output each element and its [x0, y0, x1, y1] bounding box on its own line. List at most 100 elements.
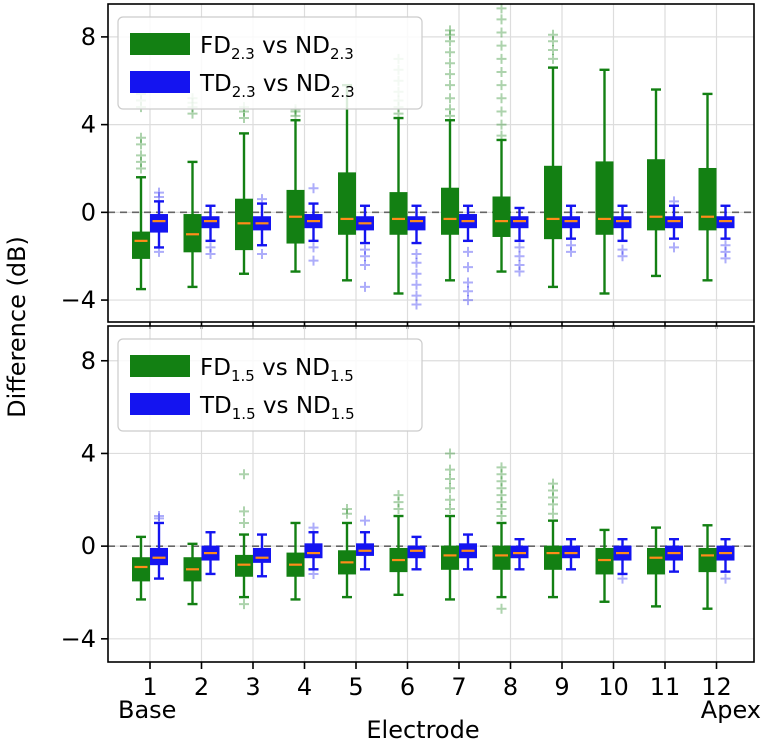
y-tick-label: −4	[61, 286, 96, 314]
flier-point	[445, 25, 455, 36]
x-tick-label: 12	[701, 673, 732, 701]
flier-point	[548, 45, 558, 56]
box-td-electrode-4	[304, 183, 323, 266]
flier-point	[360, 251, 370, 262]
flier-point	[514, 259, 525, 270]
flier-point	[411, 299, 422, 310]
flier-point	[154, 187, 164, 198]
flier-point	[154, 513, 164, 524]
flier-point	[308, 255, 319, 266]
box-iqr	[304, 543, 323, 559]
flier-point	[548, 53, 558, 64]
flier-point	[136, 156, 146, 167]
flier-point	[548, 492, 558, 503]
flier-point	[669, 242, 679, 253]
box-iqr	[407, 545, 426, 559]
box-fd-electrode-1	[132, 535, 150, 601]
box-iqr	[492, 196, 511, 237]
box-fd-electrode-3	[235, 102, 253, 275]
flier-point	[187, 108, 198, 119]
flier-point	[548, 499, 558, 510]
box-iqr	[150, 214, 168, 233]
box-td-electrode-6	[407, 535, 426, 571]
flier-point	[463, 277, 473, 288]
box-fd-electrode-4	[286, 521, 305, 601]
box-td-electrode-11	[665, 196, 683, 253]
box-fd-electrode-5	[338, 504, 356, 599]
legend-frame	[117, 338, 423, 432]
box-td-electrode-6	[407, 204, 426, 310]
flier-point	[496, 106, 507, 117]
flier-point	[514, 242, 525, 253]
legend-label-td: TD1.5 vs ND1.5	[199, 393, 355, 423]
box-iqr	[338, 172, 356, 235]
flier-point	[445, 29, 455, 40]
box-iqr	[698, 547, 717, 573]
box-fd-electrode-8	[492, 3, 511, 273]
box-td-electrode-7	[459, 204, 477, 306]
legend-label-td: TD2.3 vs ND2.3	[199, 71, 355, 101]
flier-point	[445, 69, 455, 80]
box-iqr	[562, 545, 580, 559]
box-fd-electrode-11	[647, 526, 665, 608]
box-iqr	[544, 165, 562, 240]
box-fd-electrode-7	[441, 448, 459, 601]
x-tick-label: 3	[245, 673, 260, 701]
flier-point	[411, 257, 422, 268]
box-td-electrode-8	[510, 537, 529, 571]
flier-point	[514, 251, 525, 262]
flier-point	[720, 240, 731, 251]
box-td-electrode-3	[253, 533, 271, 578]
flier-point	[239, 506, 249, 517]
y-tick-label: 0	[81, 198, 96, 226]
flier-point	[463, 286, 473, 297]
flier-point	[411, 279, 422, 290]
flier-point	[393, 497, 404, 508]
flier-point	[496, 603, 507, 614]
box-fd-electrode-6	[389, 490, 408, 596]
flier-point	[411, 290, 422, 301]
box-td-electrode-7	[459, 533, 477, 571]
box-fd-electrode-11	[647, 88, 665, 278]
x-tick-label: 1	[142, 673, 157, 701]
box-iqr	[132, 557, 150, 582]
x-tick-label: 6	[400, 673, 415, 701]
flier-point	[445, 104, 455, 115]
flier-point	[496, 469, 507, 480]
x-tick-label: 8	[503, 673, 518, 701]
box-iqr	[132, 231, 150, 259]
flier-point	[496, 476, 507, 487]
flier-point	[445, 473, 455, 484]
flier-point	[239, 517, 249, 528]
flier-point	[136, 132, 146, 143]
box-iqr	[595, 161, 614, 235]
flier-point	[514, 266, 525, 277]
flier-point	[136, 150, 146, 161]
flier-point	[496, 511, 507, 522]
flier-point	[154, 191, 164, 202]
x-tick-label: 2	[194, 673, 209, 701]
box-td-electrode-5	[356, 204, 374, 292]
box-fd-electrode-7	[441, 25, 459, 282]
legend: FD1.5 vs ND1.5 TD1.5 vs ND1.5	[117, 338, 423, 432]
y-tick-label: −4	[61, 625, 96, 653]
flier-point	[342, 504, 352, 515]
box-iqr	[698, 167, 717, 231]
flier-point	[566, 246, 576, 257]
box-fd-electrode-12	[698, 524, 717, 610]
flier-point	[308, 183, 319, 194]
legend-label-fd: FD1.5 vs ND1.5	[200, 355, 354, 385]
flier-point	[154, 246, 164, 257]
flier-point	[496, 40, 507, 51]
flier-point	[257, 249, 267, 260]
x-tick-label: 11	[650, 673, 681, 701]
flier-point	[496, 53, 507, 64]
box-iqr	[510, 545, 529, 559]
flier-point	[548, 36, 558, 47]
box-iqr	[389, 192, 408, 235]
flier-point	[463, 246, 473, 257]
axes-frame	[107, 3, 755, 323]
box-iqr	[253, 547, 271, 563]
box-fd-electrode-10	[595, 528, 614, 603]
flier-point	[445, 58, 455, 69]
